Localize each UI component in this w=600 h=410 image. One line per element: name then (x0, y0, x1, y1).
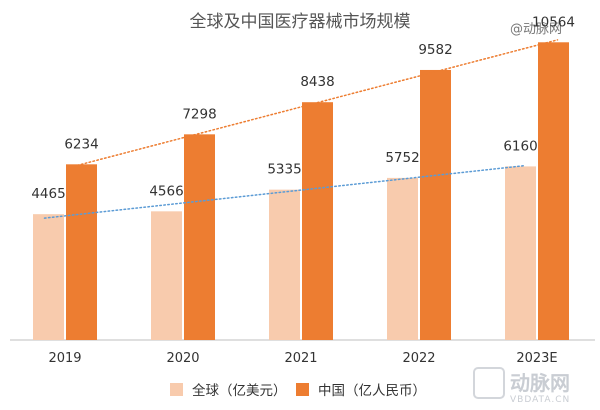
data-label-global-2022: 5752 (385, 150, 419, 166)
trendline-china (76, 39, 559, 167)
data-label-china-2019: 6234 (64, 136, 98, 152)
bars-china (66, 42, 569, 341)
watermark-logo-mark (473, 367, 505, 399)
trendline-global (43, 164, 526, 219)
chart-title: 全球及中国医疗器械市场规模 (190, 12, 411, 32)
data-label-china-2021: 8438 (300, 74, 334, 90)
bar-china-2023E (538, 42, 569, 341)
legend-swatch-global (170, 383, 183, 396)
trend-lines (43, 39, 559, 219)
bar-global-2021 (269, 189, 300, 340)
legend-label-global: 全球（亿美元） (192, 382, 287, 399)
value-labels: 4465 6234 4566 7298 5335 8438 5752 9582 6160 1056… (31, 14, 575, 202)
data-label-global-2020: 4566 (149, 183, 183, 199)
x-tick-2021: 2021 (284, 351, 317, 366)
bar-china-2019 (66, 164, 97, 340)
x-tick-2019: 2019 (48, 351, 81, 366)
data-label-china-2023E: 10564 (532, 14, 575, 30)
x-tick-2023E: 2023E (516, 351, 557, 366)
bar-china-2020 (184, 134, 215, 340)
bar-china-2022 (420, 69, 451, 340)
data-label-china-2022: 9582 (418, 42, 452, 58)
bar-global-2022 (387, 177, 418, 340)
watermark-logo-subtext: VBDATA.CN (510, 395, 570, 405)
legend-swatch-china (296, 383, 309, 396)
data-label-global-2021: 5335 (267, 162, 301, 178)
bars-global (33, 166, 536, 340)
watermark-top: @动脉网 (510, 22, 562, 37)
data-label-global-2019: 4465 (31, 186, 65, 202)
x-tick-labels: 2019 2020 2021 2022 2023E (48, 351, 557, 366)
legend: 全球（亿美元） 中国（亿人民币） (170, 382, 426, 399)
x-tick-2020: 2020 (166, 351, 199, 366)
watermark-logo: 动脉网 VBDATA.CN (473, 367, 570, 405)
legend-label-china: 中国（亿人民币） (318, 383, 426, 399)
x-tick-2022: 2022 (402, 351, 435, 366)
bar-china-2021 (302, 102, 333, 341)
bar-global-2020 (151, 211, 182, 340)
data-label-global-2023E: 6160 (503, 138, 537, 154)
bar-global-2019 (33, 214, 64, 340)
data-label-china-2020: 7298 (182, 106, 216, 122)
bar-global-2023E (505, 166, 536, 340)
watermark-logo-text: 动脉网 (510, 371, 570, 395)
